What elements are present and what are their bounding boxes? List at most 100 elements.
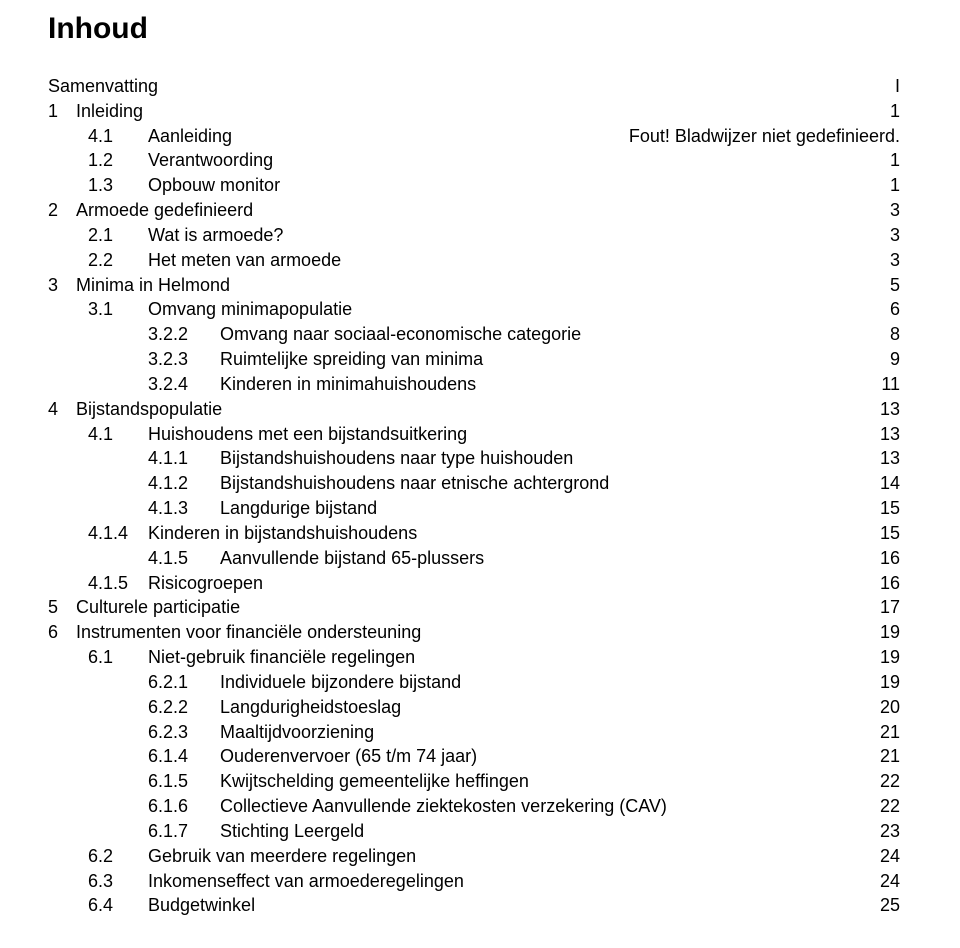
toc-entry-label: 2.2Het meten van armoede bbox=[88, 248, 341, 273]
toc-entry-number: 4.1.4 bbox=[88, 521, 148, 546]
toc-entry: 4.1Aanleiding Fout! Bladwijzer niet gede… bbox=[48, 124, 900, 149]
toc-entry-label: 4.1.1Bijstandshuishoudens naar type huis… bbox=[148, 446, 573, 471]
toc-entry-text: Instrumenten voor financiële ondersteuni… bbox=[76, 622, 421, 642]
toc-entry-number: 1.2 bbox=[88, 148, 148, 173]
toc-entry-text: Bijstandshuishoudens naar type huishoude… bbox=[220, 448, 573, 468]
toc-entry-number: 1.3 bbox=[88, 173, 148, 198]
toc-entry-text: Het meten van armoede bbox=[148, 250, 341, 270]
toc-entry: 4.1.2Bijstandshuishoudens naar etnische … bbox=[48, 471, 900, 496]
toc-entry-number: 6.2.3 bbox=[148, 720, 220, 745]
toc-entry-text: Kinderen in bijstandshuishoudens bbox=[148, 523, 417, 543]
toc-entry: 4Bijstandspopulatie 13 bbox=[48, 397, 900, 422]
toc-entry-label: 4.1.5Aanvullende bijstand 65-plussers bbox=[148, 546, 484, 571]
toc-entry-text: Aanvullende bijstand 65-plussers bbox=[220, 548, 484, 568]
toc-entry-page: 19 bbox=[880, 670, 900, 695]
toc-entry-text: Ruimtelijke spreiding van minima bbox=[220, 349, 483, 369]
toc-entry-text: Kwijtschelding gemeentelijke heffingen bbox=[220, 771, 529, 791]
toc-entry-number: 6.1 bbox=[88, 645, 148, 670]
toc-entry-text: Budgetwinkel bbox=[148, 895, 255, 915]
toc-entry-label: 4.1.5Risicogroepen bbox=[88, 571, 263, 596]
toc-entry-text: Omvang minimapopulatie bbox=[148, 299, 352, 319]
toc-entry: 3.2.3Ruimtelijke spreiding van minima 9 bbox=[48, 347, 900, 372]
toc-entry-label: 1Inleiding bbox=[48, 99, 143, 124]
toc-entry-page: 1 bbox=[890, 99, 900, 124]
toc-entry: 1.3Opbouw monitor 1 bbox=[48, 173, 900, 198]
toc-entry: 6Instrumenten voor financiële ondersteun… bbox=[48, 620, 900, 645]
toc-entry-label: 6.1.4Ouderenvervoer (65 t/m 74 jaar) bbox=[148, 744, 477, 769]
toc-entry: 4.1.3Langdurige bijstand 15 bbox=[48, 496, 900, 521]
toc-entry-label: 4.1.3Langdurige bijstand bbox=[148, 496, 377, 521]
toc-entry-label: 3Minima in Helmond bbox=[48, 273, 230, 298]
toc-entry-page: 13 bbox=[880, 422, 900, 447]
toc-entry-label: 4.1.2Bijstandshuishoudens naar etnische … bbox=[148, 471, 609, 496]
toc-entry-page: 19 bbox=[880, 645, 900, 670]
toc-entry-number: 6.2.1 bbox=[148, 670, 220, 695]
toc-entry-label: 3.1Omvang minimapopulatie bbox=[88, 297, 352, 322]
toc-entry-label: 6.3Inkomenseffect van armoederegelingen bbox=[88, 869, 464, 894]
toc-entry-page: 14 bbox=[880, 471, 900, 496]
toc-entry-number: 3 bbox=[48, 273, 76, 298]
toc-entry: 6.1.6Collectieve Aanvullende ziektekoste… bbox=[48, 794, 900, 819]
toc-entry-label: 4.1.4Kinderen in bijstandshuishoudens bbox=[88, 521, 417, 546]
toc-entry: 4.1.5Risicogroepen 16 bbox=[48, 571, 900, 596]
toc-entry-text: Bijstandshuishoudens naar etnische achte… bbox=[220, 473, 609, 493]
toc-entry-page: 15 bbox=[880, 521, 900, 546]
toc-entry-page: 8 bbox=[890, 322, 900, 347]
toc-entry-text: Aanleiding bbox=[148, 126, 232, 146]
toc-entry-page: 22 bbox=[880, 794, 900, 819]
toc-entry-number: 2.2 bbox=[88, 248, 148, 273]
toc-entry: 1.2Verantwoording 1 bbox=[48, 148, 900, 173]
toc-entry-label: Samenvatting bbox=[48, 74, 158, 99]
toc-entry-number: 2.1 bbox=[88, 223, 148, 248]
toc-entry: 6.2Gebruik van meerdere regelingen 24 bbox=[48, 844, 900, 869]
toc-entry-text: Gebruik van meerdere regelingen bbox=[148, 846, 416, 866]
toc-entry-number: 3.2.4 bbox=[148, 372, 220, 397]
toc-entry-page: 9 bbox=[890, 347, 900, 372]
toc-entry-text: Opbouw monitor bbox=[148, 175, 280, 195]
toc-entry: 4.1.1Bijstandshuishoudens naar type huis… bbox=[48, 446, 900, 471]
toc-entry-page: 17 bbox=[880, 595, 900, 620]
toc-entry-page: 24 bbox=[880, 844, 900, 869]
toc-entry: 4.1.4Kinderen in bijstandshuishoudens 15 bbox=[48, 521, 900, 546]
toc-entry-page: 3 bbox=[890, 248, 900, 273]
toc-entry-text: Kinderen in minimahuishoudens bbox=[220, 374, 476, 394]
toc-entry-page: 24 bbox=[880, 869, 900, 894]
toc-entry-number: 6.3 bbox=[88, 869, 148, 894]
toc-entry: 5Culturele participatie 17 bbox=[48, 595, 900, 620]
toc-entry-text: Minima in Helmond bbox=[76, 275, 230, 295]
toc-entry-number: 6.1.4 bbox=[148, 744, 220, 769]
toc-entry-label: 6.2Gebruik van meerdere regelingen bbox=[88, 844, 416, 869]
toc-entry-page: 25 bbox=[880, 893, 900, 918]
toc-entry-page: 13 bbox=[880, 446, 900, 471]
toc-entry: 4.1.5Aanvullende bijstand 65-plussers 16 bbox=[48, 546, 900, 571]
toc-entry-text: Langdurigheidstoeslag bbox=[220, 697, 401, 717]
toc-entry: 6.1Niet-gebruik financiële regelingen 19 bbox=[48, 645, 900, 670]
toc-entry-page: 16 bbox=[880, 546, 900, 571]
toc-entry-label: 3.2.2Omvang naar sociaal-economische cat… bbox=[148, 322, 581, 347]
toc-entry: Samenvatting I bbox=[48, 74, 900, 99]
toc-entry-label: 6.1Niet-gebruik financiële regelingen bbox=[88, 645, 415, 670]
toc-entry-number: 3.2.2 bbox=[148, 322, 220, 347]
toc-entry-text: Risicogroepen bbox=[148, 573, 263, 593]
toc-entry-label: 6.1.6Collectieve Aanvullende ziektekoste… bbox=[148, 794, 667, 819]
toc-entry-number: 4 bbox=[48, 397, 76, 422]
toc-entry-label: 6.2.3Maaltijdvoorziening bbox=[148, 720, 374, 745]
toc-entry-label: 5Culturele participatie bbox=[48, 595, 240, 620]
toc-entry: 6.1.4Ouderenvervoer (65 t/m 74 jaar) 21 bbox=[48, 744, 900, 769]
toc-entry-label: 6.2.1Individuele bijzondere bijstand bbox=[148, 670, 461, 695]
toc-entry: 6.2.1Individuele bijzondere bijstand 19 bbox=[48, 670, 900, 695]
toc-entry-page: 13 bbox=[880, 397, 900, 422]
toc-entry-page: 11 bbox=[881, 372, 900, 397]
toc-entry-text: Verantwoording bbox=[148, 150, 273, 170]
toc-entry-label: 1.3Opbouw monitor bbox=[88, 173, 280, 198]
toc-entry-number: 3.1 bbox=[88, 297, 148, 322]
toc-entry-text: Bijstandspopulatie bbox=[76, 399, 222, 419]
toc-entry: 6.4Budgetwinkel 25 bbox=[48, 893, 900, 918]
toc-entry-text: Niet-gebruik financiële regelingen bbox=[148, 647, 415, 667]
toc-entry-number: 4.1.1 bbox=[148, 446, 220, 471]
toc-entry: 6.1.7Stichting Leergeld 23 bbox=[48, 819, 900, 844]
toc-entry: 3Minima in Helmond 5 bbox=[48, 273, 900, 298]
toc-entry-page: 1 bbox=[890, 148, 900, 173]
document-page: Inhoud Samenvatting I1Inleiding 14.1Aanl… bbox=[0, 0, 960, 948]
toc-entry: 6.1.5Kwijtschelding gemeentelijke heffin… bbox=[48, 769, 900, 794]
